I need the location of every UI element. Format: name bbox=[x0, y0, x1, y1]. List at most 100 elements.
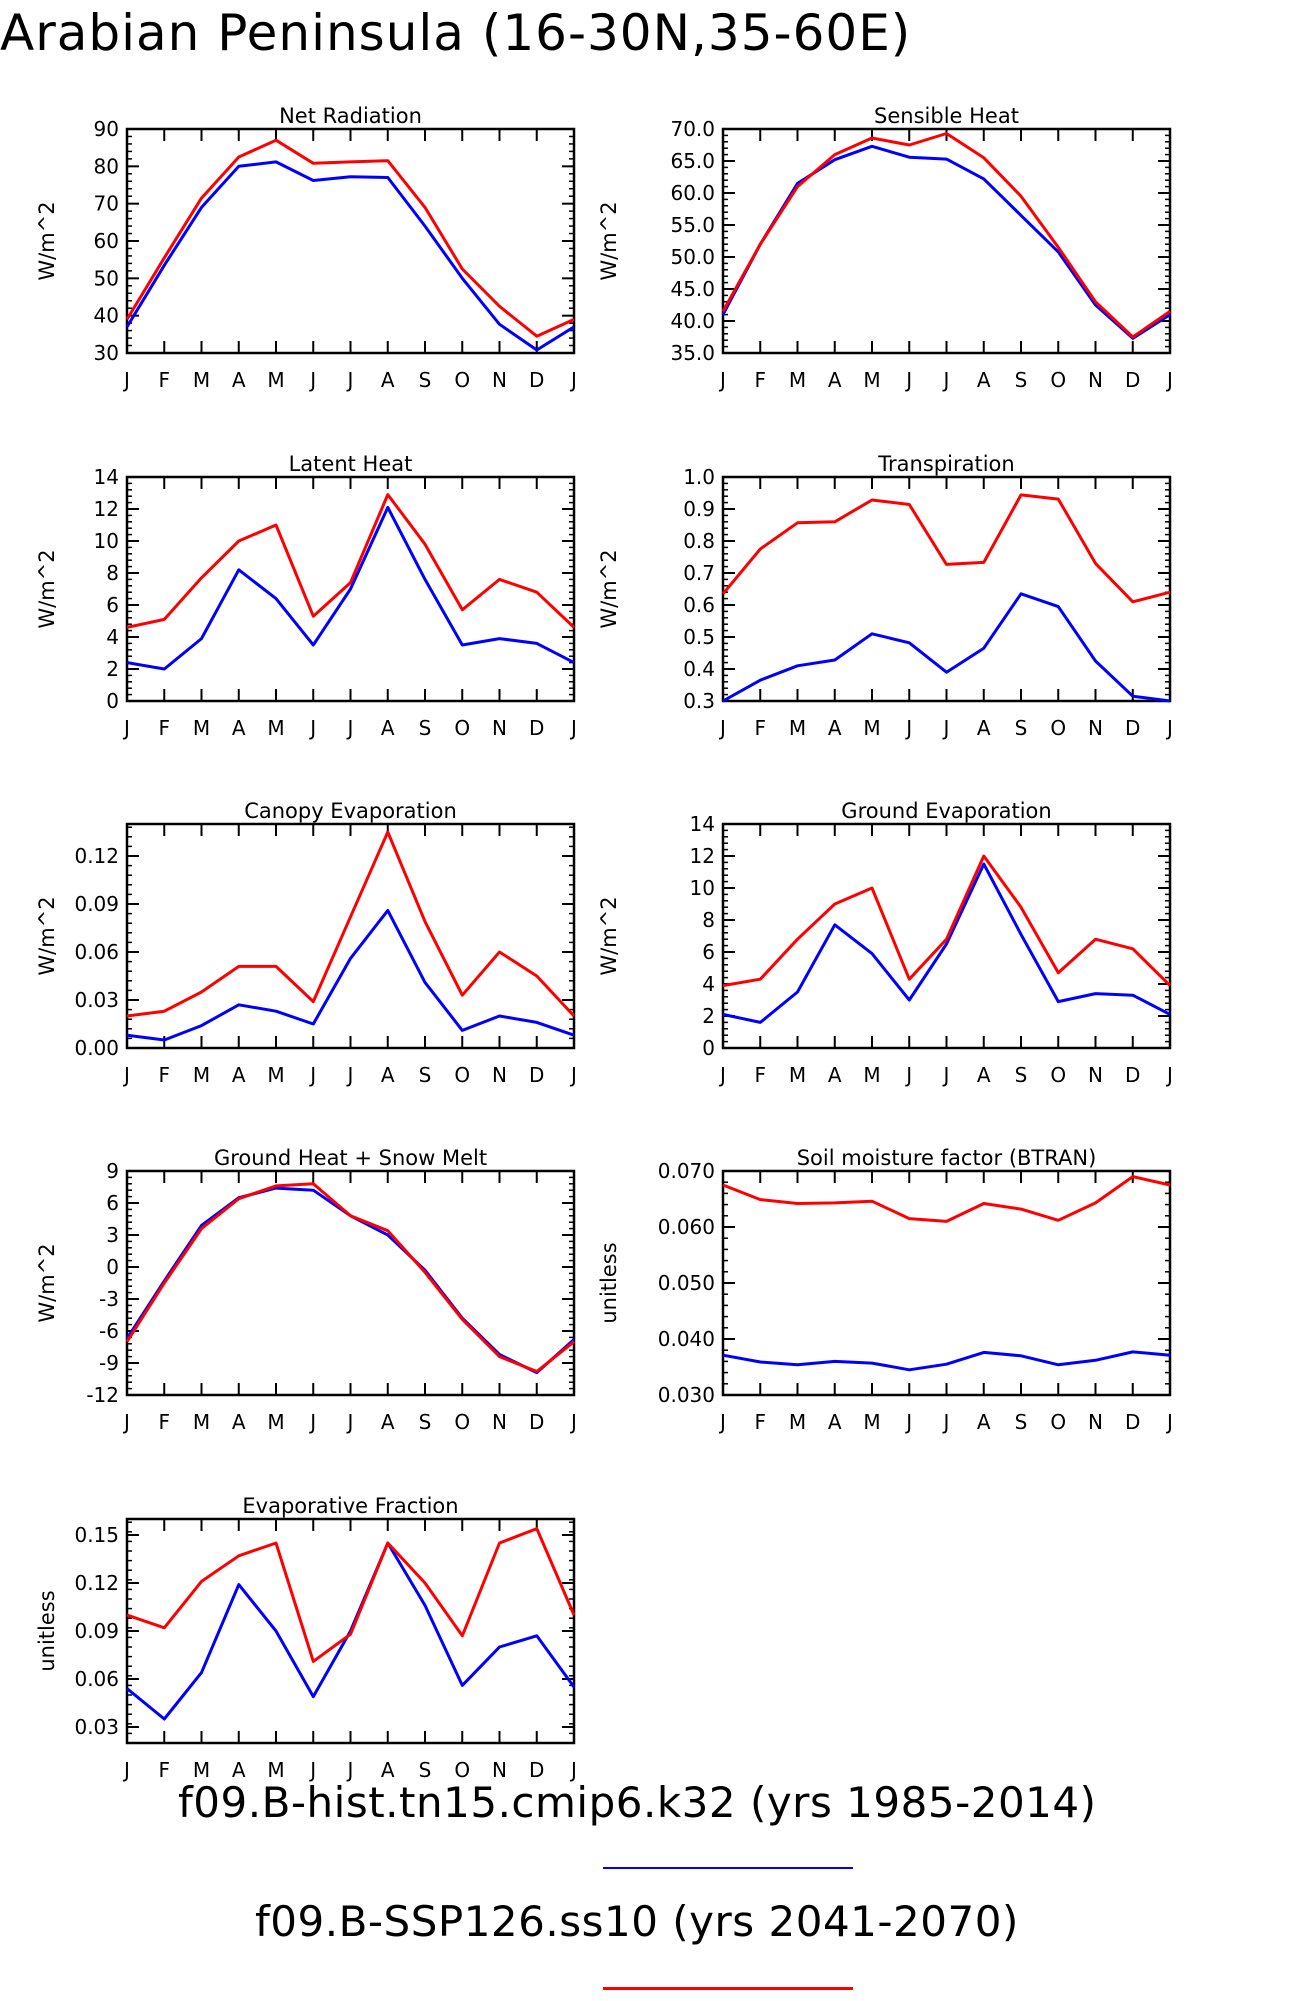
series-line-hist bbox=[126, 908, 575, 1042]
x-tick-label: M bbox=[267, 1063, 284, 1087]
y-tick-label: 70.0 bbox=[670, 117, 715, 141]
y-tick-label: 10 bbox=[690, 876, 715, 900]
x-tick-label: J bbox=[1165, 716, 1173, 740]
y-tick-label: 1.0 bbox=[683, 465, 715, 489]
series-line-hist bbox=[722, 862, 1171, 1024]
x-tick-label: J bbox=[942, 716, 950, 740]
x-tick-label: D bbox=[1125, 1410, 1140, 1434]
y-tick-label: 10 bbox=[94, 529, 119, 553]
y-tick-label: 0.030 bbox=[658, 1383, 715, 1407]
y-tick-label: 0.8 bbox=[683, 529, 715, 553]
x-tick-label: N bbox=[492, 1410, 507, 1434]
x-tick-label: A bbox=[232, 1063, 246, 1087]
x-tick-label: J bbox=[942, 1410, 950, 1434]
x-tick-label: F bbox=[754, 368, 766, 392]
x-tick-label: M bbox=[789, 368, 806, 392]
plot-frame bbox=[125, 822, 576, 1050]
x-tick-label: J bbox=[346, 716, 354, 740]
y-tick-label: 4 bbox=[702, 972, 715, 996]
chart-title: Transpiration bbox=[877, 452, 1014, 476]
y-tick-label: 0 bbox=[702, 1036, 715, 1060]
y-tick-label: 4 bbox=[106, 625, 119, 649]
y-axis-label: W/m^2 bbox=[597, 549, 621, 628]
y-tick-label: 60 bbox=[94, 229, 119, 253]
x-tick-label: J bbox=[308, 1758, 316, 1782]
x-tick-label: A bbox=[828, 1410, 842, 1434]
x-tick-label: M bbox=[267, 716, 284, 740]
x-tick-label: J bbox=[569, 1758, 577, 1782]
x-tick-label: A bbox=[828, 1063, 842, 1087]
y-tick-label: 0.15 bbox=[74, 1523, 119, 1547]
y-tick-label: 2 bbox=[702, 1004, 715, 1028]
x-tick-label: M bbox=[193, 1758, 210, 1782]
y-tick-label: 0.00 bbox=[74, 1036, 119, 1060]
x-tick-label: O bbox=[1050, 716, 1066, 740]
x-tick-label: A bbox=[381, 716, 395, 740]
x-tick-label: S bbox=[1015, 716, 1028, 740]
x-tick-label: J bbox=[122, 1063, 130, 1087]
x-tick-label: A bbox=[977, 1410, 991, 1434]
x-tick-label: J bbox=[904, 1410, 912, 1434]
x-tick-label: J bbox=[308, 716, 316, 740]
x-tick-label: A bbox=[977, 1063, 991, 1087]
y-tick-label: 40 bbox=[94, 304, 119, 328]
x-tick-label: J bbox=[569, 1410, 577, 1434]
x-tick-label: A bbox=[381, 1758, 395, 1782]
y-tick-label: 40.0 bbox=[670, 309, 715, 333]
x-tick-label: N bbox=[1088, 368, 1103, 392]
x-tick-label: F bbox=[158, 1758, 170, 1782]
y-tick-label: 6 bbox=[106, 1191, 119, 1215]
y-axis-label: unitless bbox=[35, 1590, 59, 1671]
series-line-ssp bbox=[125, 1182, 575, 1373]
series-line-ssp bbox=[126, 493, 576, 629]
y-tick-label: 80 bbox=[94, 154, 119, 178]
x-tick-label: J bbox=[718, 368, 726, 392]
y-axis-label: unitless bbox=[597, 1242, 621, 1323]
legend-ssp-label: f09.B-SSP126.ss10 (yrs 2041-2070) bbox=[255, 1897, 1019, 1946]
y-tick-label: 12 bbox=[690, 844, 715, 868]
x-tick-label: F bbox=[158, 368, 170, 392]
x-tick-label: A bbox=[828, 716, 842, 740]
x-tick-label: O bbox=[1050, 1063, 1066, 1087]
x-tick-label: J bbox=[1165, 1410, 1173, 1434]
y-tick-label: 50.0 bbox=[670, 245, 715, 269]
x-tick-label: O bbox=[1050, 1410, 1066, 1434]
x-tick-label: M bbox=[863, 368, 880, 392]
series-line-ssp bbox=[126, 1527, 576, 1663]
y-tick-label: 0.5 bbox=[683, 625, 715, 649]
x-tick-label: S bbox=[1015, 368, 1028, 392]
y-axis-label: W/m^2 bbox=[597, 201, 621, 280]
x-tick-label: D bbox=[529, 1758, 544, 1782]
y-tick-label: 90 bbox=[94, 117, 119, 141]
legend-hist-line bbox=[603, 1867, 853, 1869]
x-tick-label: D bbox=[1125, 716, 1140, 740]
y-tick-label: 2 bbox=[106, 657, 119, 681]
chart-title: Ground Heat + Snow Melt bbox=[214, 1146, 487, 1170]
x-tick-label: J bbox=[346, 368, 354, 392]
x-tick-label: O bbox=[454, 1410, 470, 1434]
x-tick-label: J bbox=[904, 368, 912, 392]
x-tick-label: J bbox=[569, 368, 577, 392]
x-tick-label: O bbox=[454, 1063, 470, 1087]
x-tick-label: F bbox=[158, 716, 170, 740]
x-tick-label: N bbox=[1088, 1063, 1103, 1087]
x-tick-label: N bbox=[1088, 1410, 1103, 1434]
y-axis-label: W/m^2 bbox=[35, 896, 59, 975]
y-tick-label: 6 bbox=[106, 593, 119, 617]
legend-ssp-line bbox=[603, 1987, 853, 1990]
x-tick-label: A bbox=[381, 368, 395, 392]
y-tick-label: 70 bbox=[94, 192, 119, 216]
x-tick-label: M bbox=[863, 1410, 880, 1434]
y-tick-label: 0 bbox=[106, 689, 119, 713]
x-tick-label: D bbox=[529, 368, 544, 392]
series-line-ssp bbox=[125, 138, 575, 338]
y-tick-label: 0.070 bbox=[658, 1159, 715, 1183]
x-tick-label: A bbox=[381, 1063, 395, 1087]
y-axis-label: W/m^2 bbox=[597, 896, 621, 975]
x-tick-label: A bbox=[977, 368, 991, 392]
x-tick-label: F bbox=[158, 1063, 170, 1087]
y-tick-label: 45.0 bbox=[670, 277, 715, 301]
x-tick-label: F bbox=[754, 716, 766, 740]
chart-title: Net Radiation bbox=[279, 104, 422, 128]
